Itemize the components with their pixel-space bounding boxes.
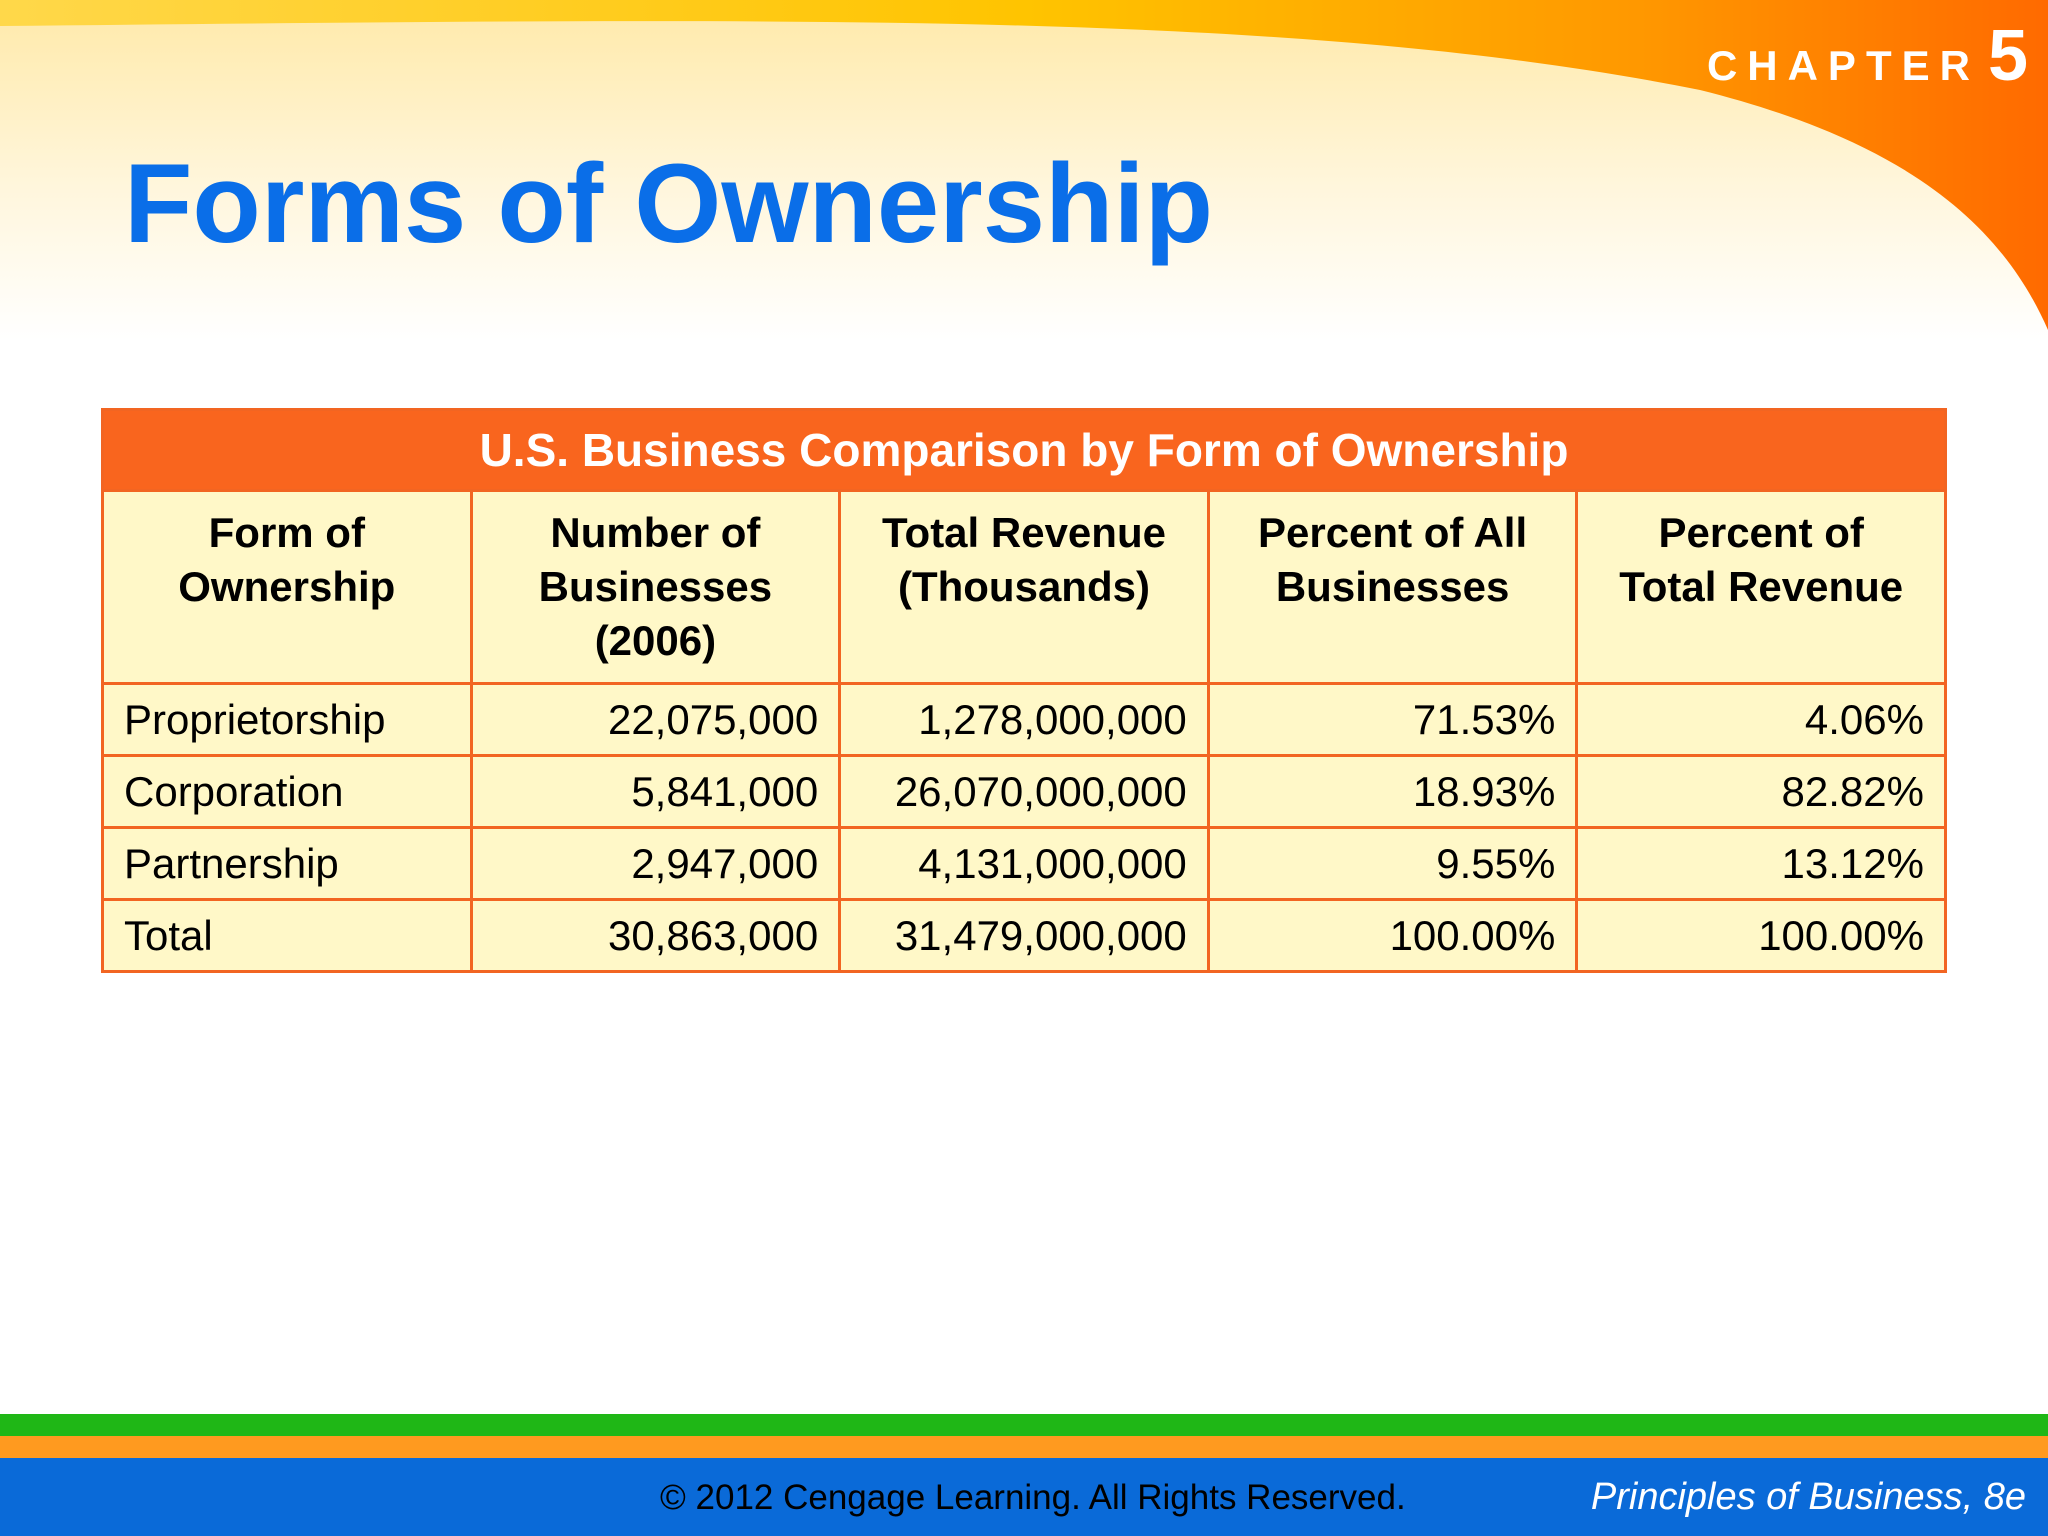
column-header-number-of-businesses: Number of Businesses (2006): [469, 489, 842, 685]
copyright-notice: © 2012 Cengage Learning. All Rights Rese…: [660, 1478, 1406, 1517]
header-line: Percent of All: [1257, 509, 1528, 556]
percent-revenue-cell: 82.82%: [1575, 754, 1947, 829]
header-line: Percent of: [1658, 509, 1864, 556]
chapter-number: 5: [1987, 16, 2028, 96]
header-line: Total Revenue: [1619, 563, 1904, 610]
chapter-label: CHAPTER 5: [1707, 20, 2028, 92]
header-line: (Thousands): [897, 563, 1150, 610]
header-line: Number of: [550, 509, 761, 556]
number-of-businesses-cell: 2,947,000: [469, 826, 842, 901]
business-comparison-table: U.S. Business Comparison by Form of Owne…: [101, 408, 1947, 973]
header-line: Form of: [208, 509, 365, 556]
header-line: Ownership: [178, 563, 396, 610]
header-line: (2006): [594, 617, 717, 664]
footer-stripe-orange: [0, 1436, 2048, 1458]
table-header-row: Form of Ownership Number of Businesses (…: [101, 489, 1947, 685]
table-caption: U.S. Business Comparison by Form of Owne…: [101, 408, 1947, 492]
row-label: Total: [101, 898, 473, 973]
total-revenue-cell: 26,070,000,000: [838, 754, 1210, 829]
number-of-businesses-cell: 22,075,000: [469, 682, 842, 757]
percent-revenue-cell: 4.06%: [1575, 682, 1947, 757]
percent-businesses-cell: 100.00%: [1206, 898, 1579, 973]
page-title: Forms of Ownership: [124, 141, 1213, 266]
chapter-word: CHAPTER: [1706, 42, 1980, 89]
total-revenue-cell: 31,479,000,000: [838, 898, 1210, 973]
book-title: Principles of Business, 8e: [1590, 1476, 2026, 1518]
ownership-table: U.S. Business Comparison by Form of Owne…: [101, 408, 1947, 973]
percent-businesses-cell: 18.93%: [1206, 754, 1579, 829]
percent-revenue-cell: 13.12%: [1575, 826, 1947, 901]
table-caption-row: U.S. Business Comparison by Form of Owne…: [101, 408, 1947, 492]
header-line: Businesses: [1275, 563, 1510, 610]
table-row: Corporation 5,841,000 26,070,000,000 18.…: [101, 754, 1947, 829]
column-header-total-revenue: Total Revenue (Thousands): [838, 489, 1210, 685]
percent-businesses-cell: 9.55%: [1206, 826, 1579, 901]
column-header-percent-of-revenue: Percent of Total Revenue: [1575, 489, 1947, 685]
percent-businesses-cell: 71.53%: [1206, 682, 1579, 757]
footer-stripe-green: [0, 1414, 2048, 1436]
footer-bar: [0, 1458, 2048, 1536]
table-row: Proprietorship 22,075,000 1,278,000,000 …: [101, 682, 1947, 757]
row-label: Proprietorship: [101, 682, 473, 757]
number-of-businesses-cell: 5,841,000: [469, 754, 842, 829]
column-header-form-of-ownership: Form of Ownership: [101, 489, 473, 685]
column-header-percent-of-businesses: Percent of All Businesses: [1206, 489, 1579, 685]
number-of-businesses-cell: 30,863,000: [469, 898, 842, 973]
percent-revenue-cell: 100.00%: [1575, 898, 1947, 973]
table-row: Total 30,863,000 31,479,000,000 100.00% …: [101, 898, 1947, 973]
total-revenue-cell: 4,131,000,000: [838, 826, 1210, 901]
table-row: Partnership 2,947,000 4,131,000,000 9.55…: [101, 826, 1947, 901]
total-revenue-cell: 1,278,000,000: [838, 682, 1210, 757]
header-line: Total Revenue: [882, 509, 1166, 556]
row-label: Partnership: [101, 826, 473, 901]
header-wave-background: [0, 0, 2048, 340]
header-line: Businesses: [538, 563, 773, 610]
row-label: Corporation: [101, 754, 473, 829]
